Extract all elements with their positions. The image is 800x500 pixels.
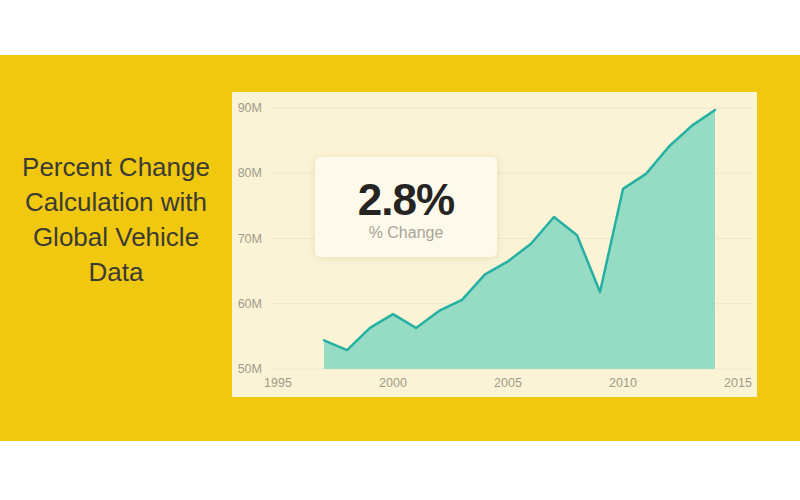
page: { "colors": { "page_bg": "#FFFFFF", "ban…: [0, 0, 800, 500]
title-line: Data: [10, 255, 222, 290]
y-axis-tick-label: 60M: [238, 297, 262, 311]
percent-change-label: % Change: [369, 223, 444, 243]
x-axis-tick-label: 2005: [494, 376, 522, 390]
y-axis-tick-label: 80M: [238, 166, 262, 180]
x-axis-tick-label: 2010: [609, 376, 637, 390]
x-axis-tick-label: 2015: [724, 376, 752, 390]
y-axis-tick-label: 70M: [238, 232, 262, 246]
y-axis-tick-label: 50M: [238, 362, 262, 376]
percent-change-value: 2.8%: [358, 179, 454, 221]
title-line: Calculation with: [10, 185, 222, 220]
y-axis-tick-label: 90M: [238, 101, 262, 115]
chart-panel: 90M 80M 70M 60M 50M1995 2000 2005 2010 2015 2.8%…: [232, 92, 757, 397]
title-line: Percent Change: [10, 150, 222, 185]
yellow-banner: Percent Change Calculation with Global V…: [0, 55, 800, 441]
x-axis-tick-label: 2000: [379, 376, 407, 390]
title-line: Global Vehicle: [10, 220, 222, 255]
page-title: Percent Change Calculation with Global V…: [10, 150, 222, 290]
percent-change-card: 2.8% % Change: [315, 157, 497, 257]
x-axis-tick-label: 1995: [264, 376, 292, 390]
